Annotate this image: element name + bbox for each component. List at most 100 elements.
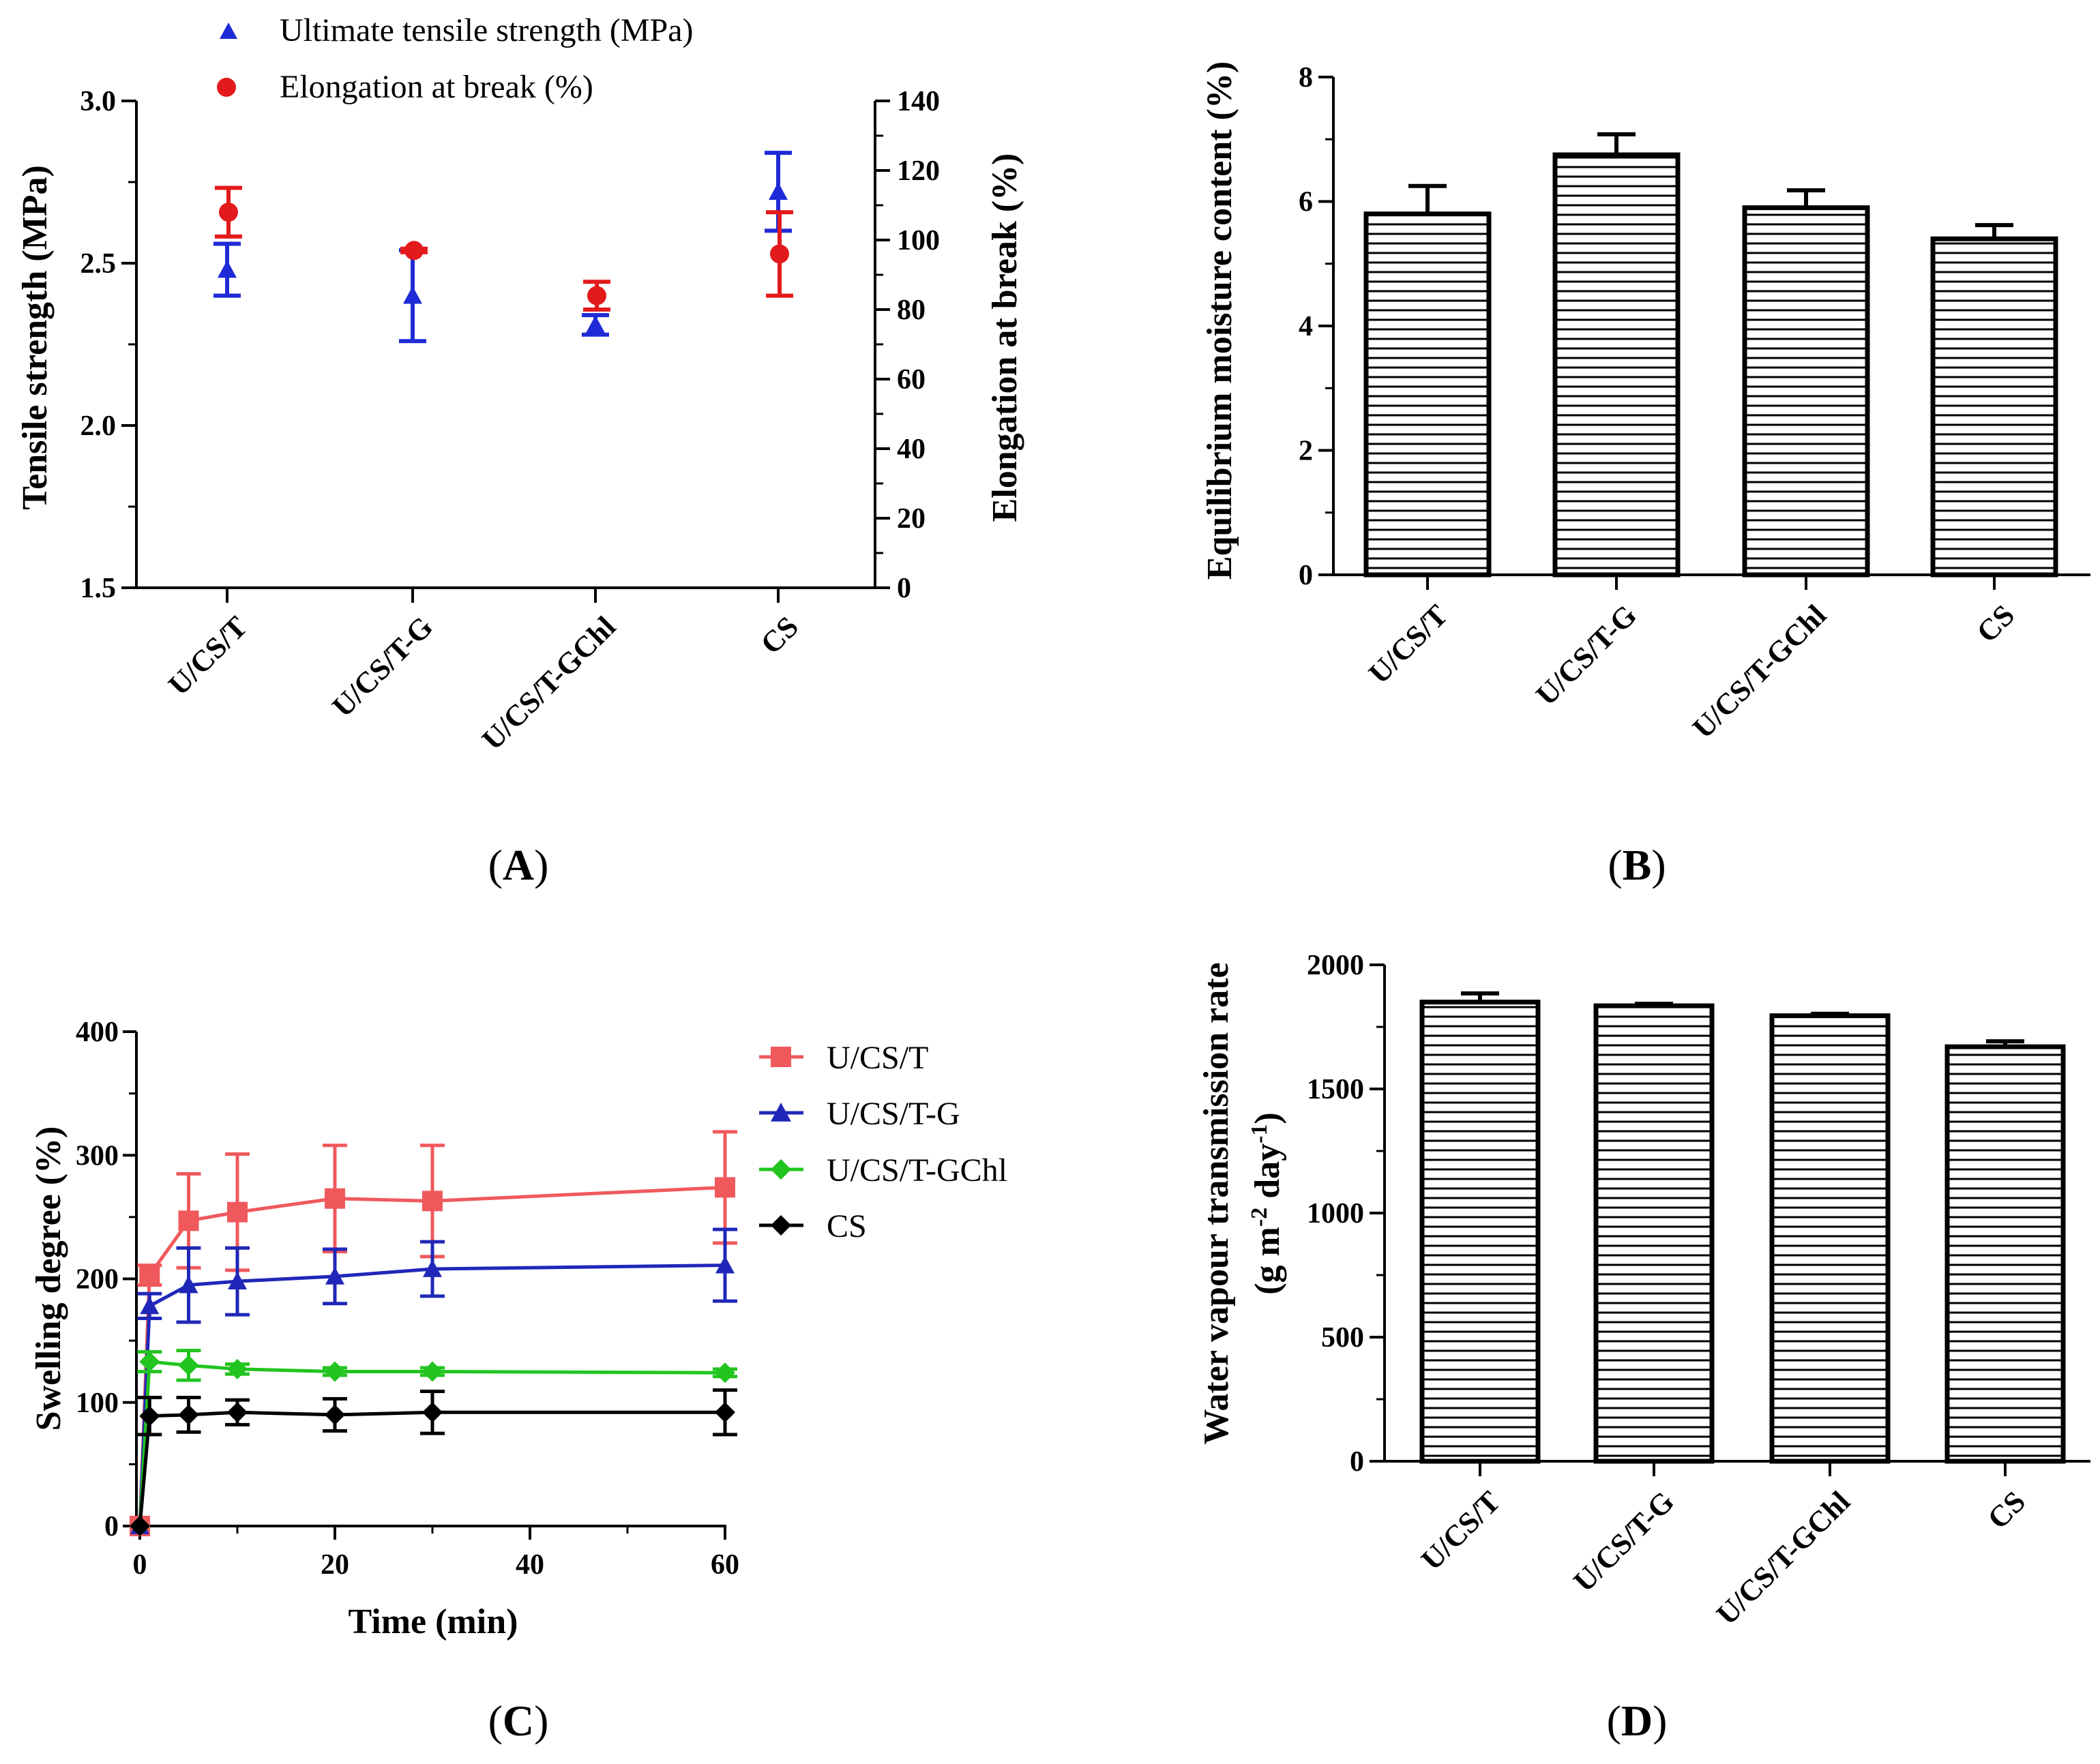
elongation-point-cs [770, 244, 789, 264]
series-u-cs-t-g [130, 1227, 737, 1534]
point-u-cs-t-g [325, 1266, 344, 1285]
y-tick-label: 1.5 [80, 573, 117, 604]
point-u-cs-t [422, 1191, 443, 1212]
tensile-point-u-cs-t-gchl [586, 315, 605, 333]
y2-tick-label: 140 [897, 86, 940, 117]
category-label-u-cs-t: U/CS/T [1415, 1484, 1507, 1576]
bar-cs [1930, 236, 2058, 578]
y-tick-label: 2.0 [80, 410, 117, 442]
panel-d-wvtr-chart: 0 500 1000 1500 2000 U/CS/T U/CS/T-G U/CS/T-GC… [1197, 950, 2090, 1745]
point-u-cs-t-g [423, 1259, 442, 1277]
panel-a-y2-axis-title: Elongation at break (%) [986, 153, 1024, 522]
panel-d-y-axis-title-line1: Water vapour transmission rate [1197, 962, 1236, 1444]
category-label-cs: CS [1981, 1484, 2032, 1535]
panel-a-category-labels: U/CS/T U/CS/T-G U/CS/T-GChl CS [162, 588, 805, 756]
point-u-cs-t-gchl [227, 1358, 248, 1379]
point-cs [325, 1404, 345, 1425]
tensile-point-cs [769, 182, 788, 200]
bar-u-cs-t-gchl [1742, 205, 1870, 578]
elongation-point-u-cs-t-gchl [587, 286, 606, 305]
category-label-u-cs-t: U/CS/T [1362, 598, 1454, 690]
legend-marker-elongation [217, 78, 236, 97]
panel-d-y-ticks: 0 500 1000 1500 2000 [1307, 950, 1385, 1478]
elongation-point-u-cs-t [219, 203, 238, 222]
panel-a-data-marks [213, 151, 793, 344]
point-u-cs-t-g [715, 1255, 735, 1274]
panel-a-right-ticks: 0 20 40 60 80 100 120 140 [875, 86, 940, 604]
panel-a-legend: Ultimate tensile strength (MPa) Elongati… [217, 12, 694, 105]
legend-marker-tensile-strength [220, 23, 237, 40]
y2-tick-label: 100 [897, 225, 940, 256]
panel-b-bars [1363, 132, 2058, 578]
bar-cs [1944, 1044, 2066, 1464]
y2-tick-label: 120 [897, 155, 940, 187]
bar-u-cs-t-g [1552, 152, 1681, 578]
series-cs [130, 1388, 737, 1536]
point-cs [139, 1405, 160, 1426]
panel-c-series [130, 1130, 737, 1536]
y-tick-label: 4 [1299, 311, 1313, 342]
bar-u-cs-t [1363, 211, 1492, 578]
panel-b-moisture-chart: 0 2 4 6 8 U/CS/T U/CS/T-G U/CS/T-GChl CS Equili… [1200, 61, 2090, 889]
y-tick-label: 2000 [1307, 950, 1364, 981]
legend-label-u-cs-t-gchl: U/CS/T-GChl [827, 1152, 1007, 1189]
point-cs [715, 1402, 735, 1423]
x-tick-label: 40 [516, 1549, 544, 1581]
y-tick-label: 200 [76, 1264, 119, 1296]
legend-triangle-icon [220, 23, 237, 40]
y-tick-label: 500 [1321, 1322, 1364, 1354]
y-tick-label: 3.0 [80, 86, 117, 117]
category-label-u-cs-t-gchl: U/CS/T-GChl [1686, 598, 1833, 745]
series-u-cs-t-gchl [130, 1349, 737, 1536]
category-label-u-cs-t-gchl: U/CS/T-GChl [1710, 1484, 1857, 1631]
panel-a-tensile-chart: Ultimate tensile strength (MPa) Elongati… [16, 12, 1024, 889]
point-cs [178, 1404, 199, 1425]
panel-a-left-ticks: 1.5 2.0 2.5 3.0 [80, 86, 136, 604]
bar-u-cs-t-gchl [1769, 1013, 1891, 1464]
legend-label-u-cs-t-g: U/CS/T-G [827, 1096, 960, 1132]
panel-b-y-ticks: 0 2 4 6 8 [1299, 62, 1333, 591]
y2-tick-label: 0 [897, 573, 911, 604]
bar-error-bar-u-cs-t-g [1597, 132, 1636, 158]
y-tick-label: 0 [1350, 1446, 1364, 1478]
panel-a-label: (A) [488, 841, 549, 889]
category-label-u-cs-t-g: U/CS/T-G [1567, 1484, 1681, 1598]
y-tick-label: 300 [76, 1140, 119, 1171]
point-u-cs-t [715, 1177, 735, 1198]
panel-c-label: (C) [488, 1696, 549, 1745]
y-tick-label: 2.5 [80, 248, 117, 280]
legend-marker-u-cs-t-gchl [771, 1159, 791, 1180]
point-u-cs-t-gchl [139, 1351, 160, 1372]
point-u-cs-t [325, 1188, 345, 1209]
panel-b-y-axis-title: Equilibrium moisture content (%) [1200, 61, 1239, 580]
legend-label-tensile-strength: Ultimate tensile strength (MPa) [280, 12, 694, 48]
category-label-u-cs-t-gchl: U/CS/T-GChl [475, 610, 622, 756]
legend-label-cs: CS [827, 1208, 867, 1244]
y2-tick-label: 60 [897, 364, 926, 395]
x-tick-label: 20 [321, 1549, 349, 1581]
point-cs [422, 1402, 443, 1423]
tensile-point-u-cs-t [218, 260, 237, 278]
point-u-cs-t-gchl [422, 1361, 443, 1382]
bar-error-bar-u-cs-t [1408, 183, 1447, 216]
point-u-cs-t-gchl [715, 1362, 735, 1384]
panel-b-label: (B) [1608, 841, 1666, 889]
point-u-cs-t-g [179, 1275, 198, 1294]
panel-c-x-ticks: 0 20 40 60 [133, 1526, 739, 1581]
point-u-cs-t-g [228, 1272, 247, 1290]
legend-label-elongation: Elongation at break (%) [280, 69, 593, 105]
y-tick-label: 6 [1299, 187, 1313, 218]
panel-d-category-labels: U/CS/T U/CS/T-G U/CS/T-GChl CS [1415, 1461, 2032, 1631]
legend-marker-u-cs-t [771, 1047, 791, 1067]
panel-c-y-axis-title: Swelling degree (%) [29, 1126, 68, 1431]
legend-circle-icon [217, 78, 236, 97]
tensile-point-u-cs-t-g [403, 286, 422, 304]
panel-c-y-ticks: 0 100 200 300 400 [76, 1017, 136, 1542]
panel-d-y-axis-title-line2: (g m-2 day-1) [1247, 1112, 1288, 1295]
y-tick-label: 100 [76, 1388, 119, 1419]
panel-c-x-axis-title: Time (min) [349, 1602, 518, 1641]
panel-c-legend: U/CS/T U/CS/T-G U/CS/T-GChl CS [759, 1040, 1007, 1244]
point-u-cs-t-gchl [325, 1361, 345, 1382]
panel-d-label: (D) [1607, 1696, 1668, 1745]
elongation-point-u-cs-t-g [404, 241, 424, 260]
